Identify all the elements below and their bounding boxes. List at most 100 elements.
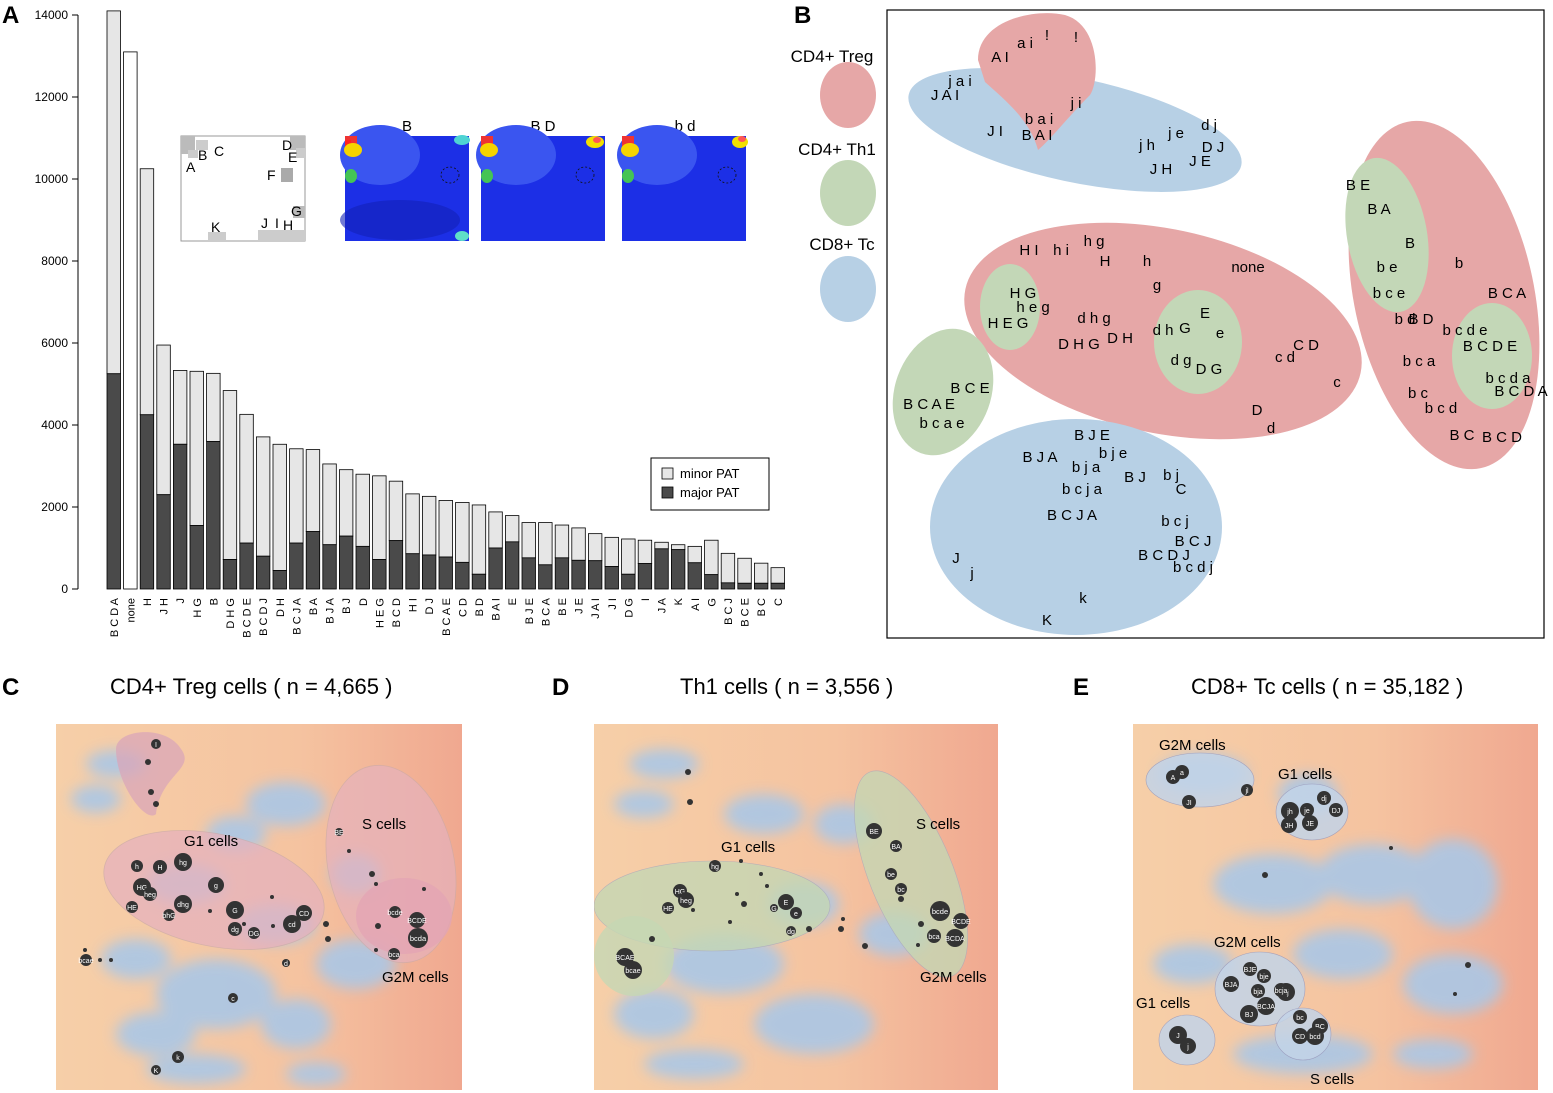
bar-major xyxy=(406,554,420,589)
cell-cluster-label: e xyxy=(794,911,798,918)
inset-letter-map: A B C D E F G H I J K xyxy=(181,136,305,241)
cell-cluster-label: BJA xyxy=(1225,982,1238,989)
inset-letter: H xyxy=(283,217,293,233)
cell-cluster-label: BA xyxy=(891,844,901,851)
cell-cluster-label: k xyxy=(176,1055,180,1062)
annotation-g2m: G2M cells xyxy=(1159,737,1226,754)
bar-minor xyxy=(738,558,752,583)
cell-cluster-label: cd xyxy=(288,922,296,929)
x-tick-label: B D xyxy=(474,598,486,616)
bar-minor xyxy=(439,500,453,557)
bar-major xyxy=(273,571,287,589)
x-tick-label: D G xyxy=(623,598,635,618)
bar-major xyxy=(290,543,304,589)
bar-minor xyxy=(555,525,569,558)
cell-dot xyxy=(1262,872,1268,878)
bar-minor xyxy=(671,545,685,550)
cell-cluster-label: bc xyxy=(1296,1015,1304,1022)
cell-dot xyxy=(271,924,275,928)
x-tick-label: B A xyxy=(308,597,320,615)
bar-minor xyxy=(223,391,237,560)
bar-major xyxy=(439,557,453,589)
x-tick-label: H G xyxy=(192,598,204,618)
cell-dot xyxy=(765,884,769,888)
x-tick-label: J I xyxy=(607,598,619,610)
x-tick-label: B xyxy=(208,598,220,605)
cell-cluster-label: BE xyxy=(334,830,344,837)
cell-cluster-label: JE xyxy=(1306,821,1315,828)
bar-major xyxy=(223,559,237,589)
cell-cluster-label: bc xyxy=(897,887,905,894)
cell-dot xyxy=(109,958,113,962)
inset-heatmap: b d xyxy=(617,118,748,241)
cluster-label: D xyxy=(1252,402,1263,419)
bar-minor xyxy=(157,345,171,495)
y-tick-label: 8000 xyxy=(41,254,68,268)
cluster-label: B C A xyxy=(1488,285,1526,302)
bar-major xyxy=(738,583,752,589)
x-tick-label: D J xyxy=(424,598,436,615)
cell-cluster-label: bcja xyxy=(1275,988,1288,995)
annotation-g1: G1 cells xyxy=(184,833,238,850)
bar-minor xyxy=(721,553,735,583)
bar-minor xyxy=(638,540,652,563)
bar-minor xyxy=(373,476,387,560)
cell-cluster-label: J xyxy=(1176,1033,1180,1040)
y-tick-label: 0 xyxy=(61,582,68,596)
x-tick-label: E xyxy=(507,598,519,605)
cell-cluster-label: E xyxy=(784,900,789,907)
bar-minor xyxy=(705,540,719,574)
cluster-label: J E xyxy=(1189,153,1211,170)
panel-e-map: G2M cells G1 cells G2M cells G1 cells S … xyxy=(1133,724,1538,1090)
cell-cluster-label: BJE xyxy=(1244,967,1257,974)
x-tick-label: B C J xyxy=(723,598,735,625)
cluster-label: b j e xyxy=(1099,445,1127,462)
cell-cluster-label: h xyxy=(135,864,139,871)
cell-dot xyxy=(242,922,246,926)
cell-dot xyxy=(685,769,691,775)
bar-major xyxy=(107,374,121,589)
legend: minor PAT major PAT xyxy=(651,458,769,510)
y-tick-label: 10000 xyxy=(35,172,69,186)
panel-letter-e: E xyxy=(1073,674,1089,702)
cluster-label: C xyxy=(1176,481,1187,498)
cluster-label: b e xyxy=(1377,259,1398,276)
legend-swatch-major xyxy=(662,487,673,498)
cluster-label: D H xyxy=(1107,330,1133,347)
cell-dot xyxy=(741,901,747,907)
cell-cluster-label: bcae xyxy=(625,968,640,975)
cell-cluster-label: d xyxy=(284,961,288,968)
cluster-label: b c d e xyxy=(1442,322,1487,339)
bar-minor xyxy=(622,539,636,574)
cell-dot xyxy=(98,958,102,962)
cell-dot xyxy=(838,926,844,932)
bar-major xyxy=(422,555,436,589)
cluster-label: c xyxy=(1333,374,1341,391)
cell-cluster-label: CD xyxy=(1295,1034,1305,1041)
inset-letter: B xyxy=(198,147,207,163)
x-tick-label: D xyxy=(358,598,370,606)
x-tick-label: B J A xyxy=(325,597,337,623)
bar-major xyxy=(572,560,586,589)
cluster-label: B A xyxy=(1367,201,1390,218)
cell-dot xyxy=(691,908,695,912)
cell-dot xyxy=(841,917,845,921)
bar-major xyxy=(373,559,387,589)
bar-major xyxy=(655,549,669,589)
panel-c-title: CD4+ Treg cells ( n = 4,665 ) xyxy=(110,674,392,700)
bar-minor xyxy=(406,494,420,554)
cell-cluster-label: heg xyxy=(680,898,692,905)
x-tick-label: B C xyxy=(756,598,768,616)
cluster-label: B A I xyxy=(1022,127,1053,144)
cluster-label: b c a e xyxy=(919,415,964,432)
cell-cluster-label: bca xyxy=(928,934,939,941)
legend-label-major: major PAT xyxy=(680,485,740,500)
x-tick-label: D H xyxy=(275,598,287,617)
cell-dot xyxy=(208,909,212,913)
cell-cluster-label: jl xyxy=(1244,788,1249,795)
bar-major xyxy=(456,562,470,589)
inset-heatmap: B D xyxy=(476,118,605,241)
bar-major xyxy=(190,525,204,589)
x-tick-label: H xyxy=(142,598,154,606)
cell-cluster-label: g xyxy=(214,883,218,890)
